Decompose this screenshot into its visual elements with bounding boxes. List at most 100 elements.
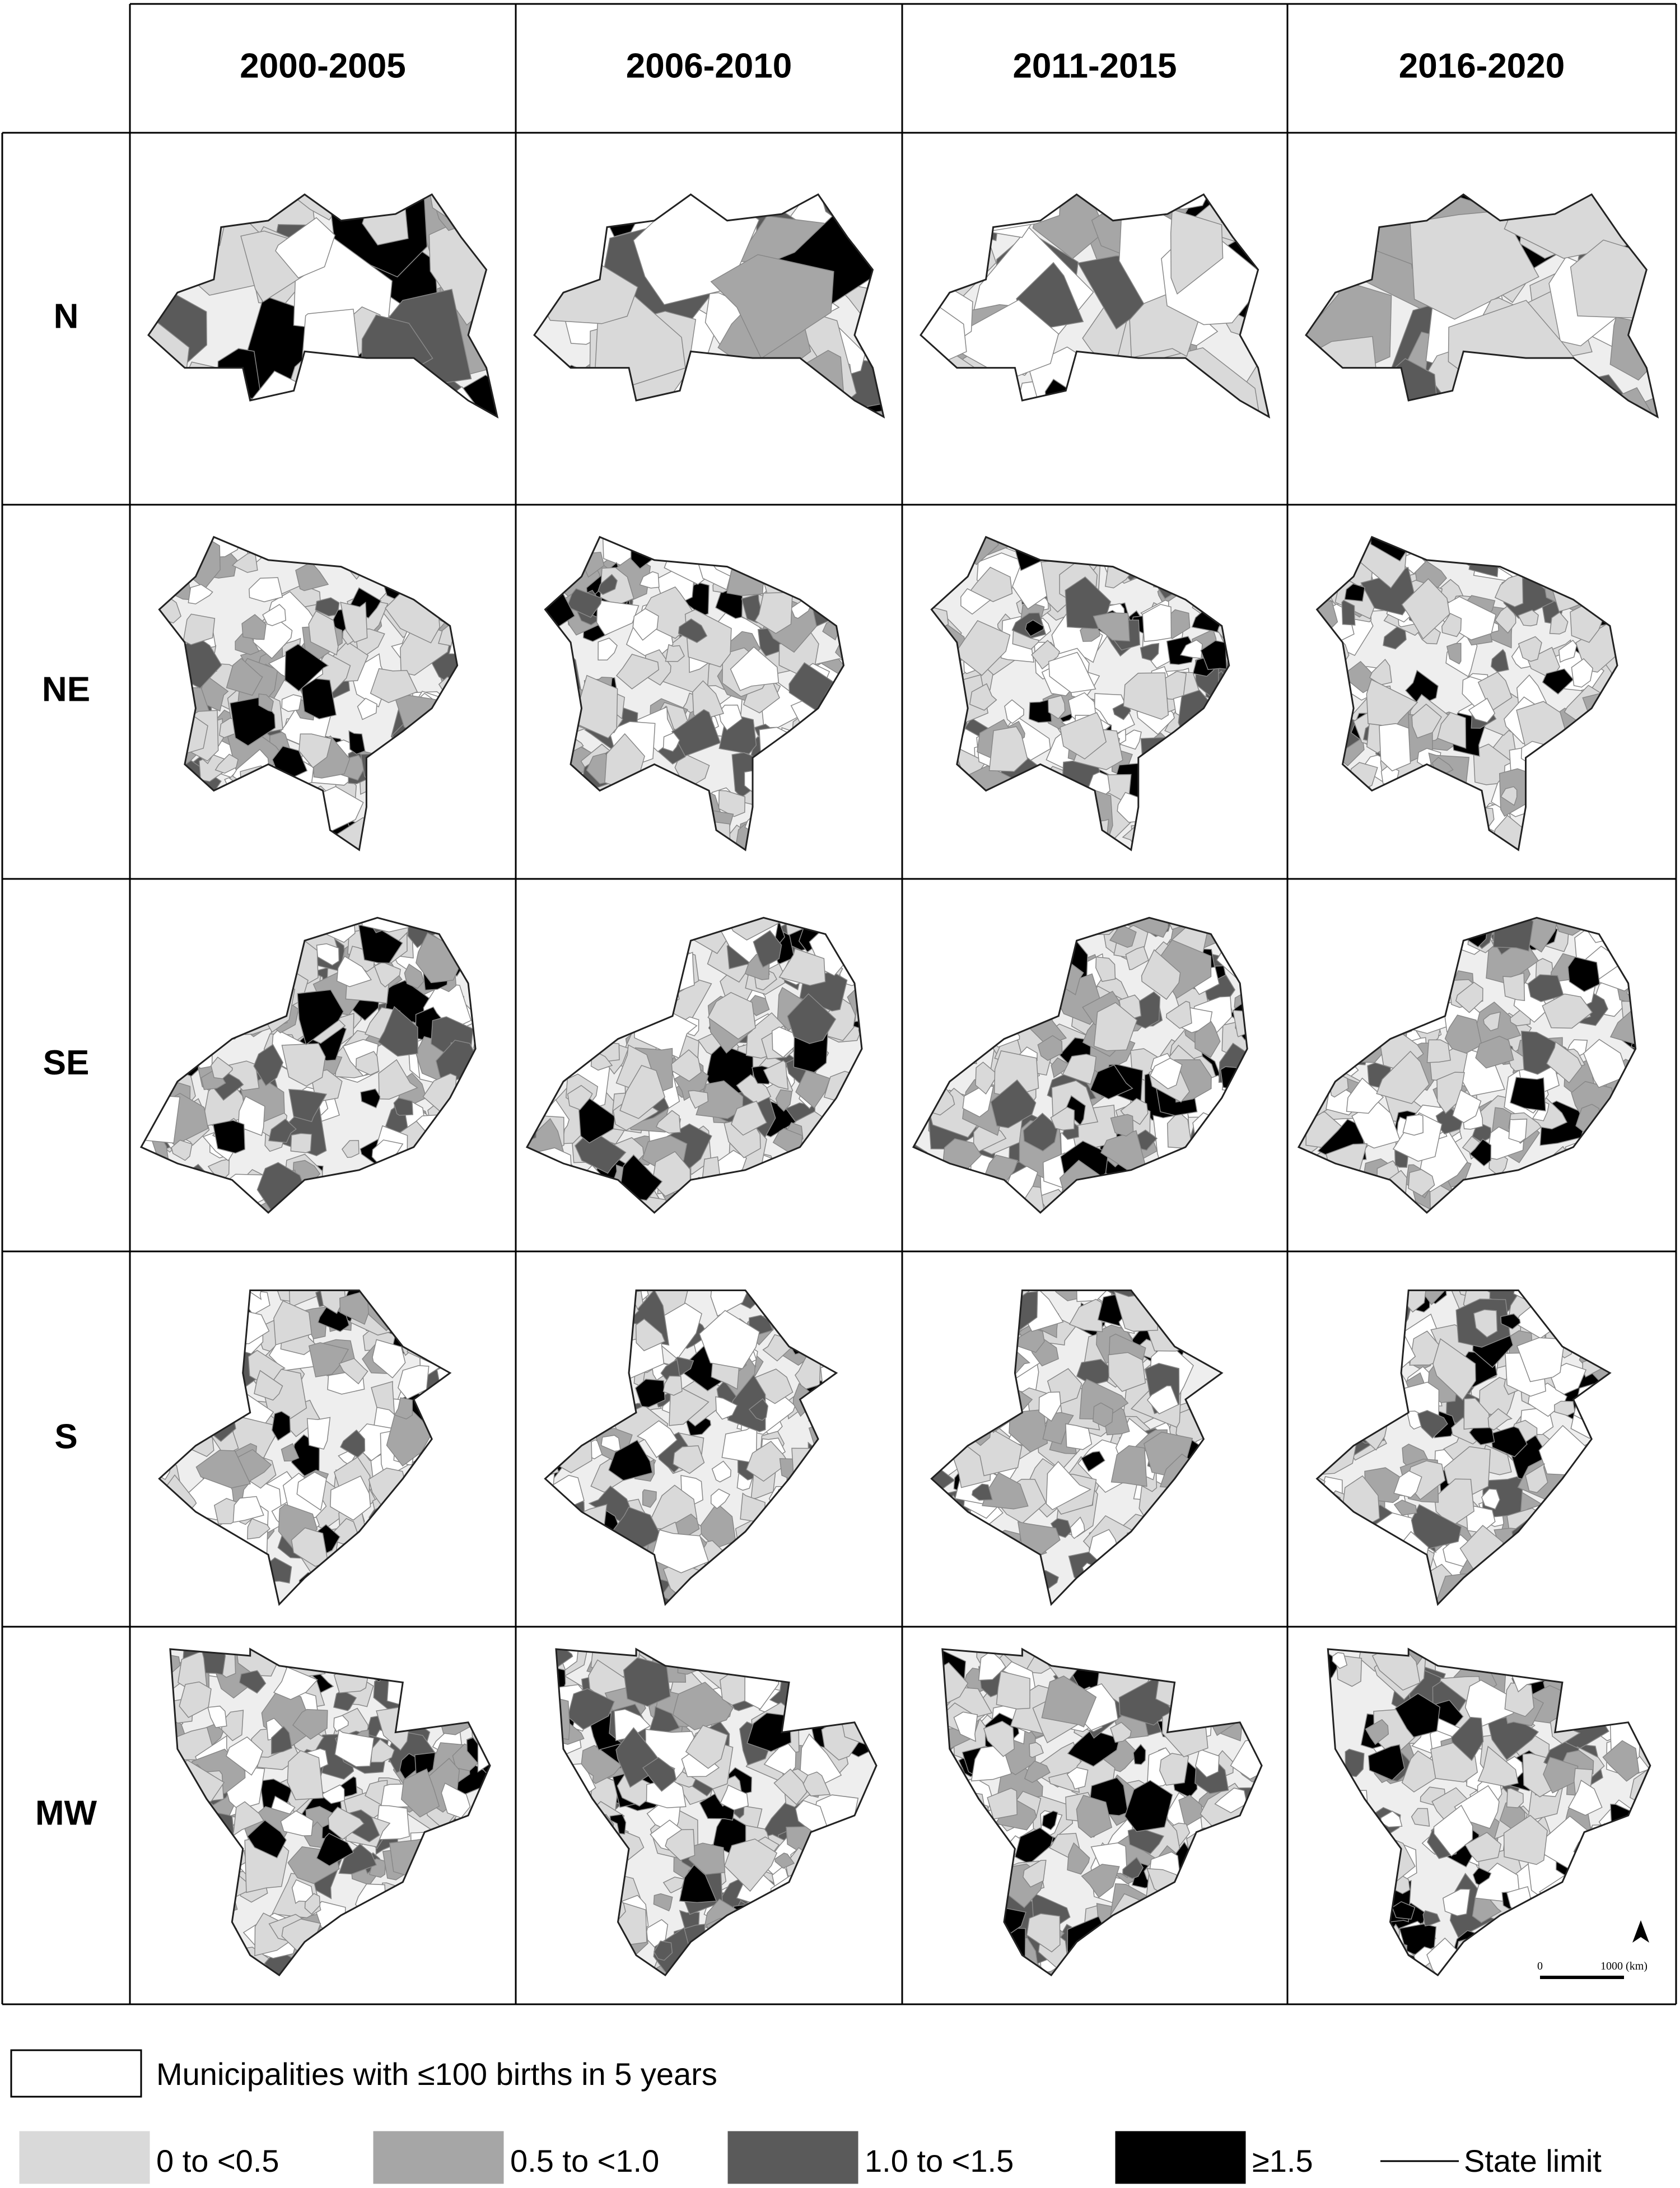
municipality — [412, 1660, 447, 1684]
column-header: 2016-2020 — [1399, 46, 1565, 85]
municipality — [554, 410, 655, 417]
municipality — [305, 918, 356, 943]
municipality — [1329, 1873, 1368, 1914]
municipality — [603, 895, 623, 914]
municipality — [557, 1193, 593, 1213]
municipality — [556, 1753, 558, 1791]
municipality — [556, 1659, 561, 1706]
municipality — [1147, 1202, 1176, 1213]
municipality — [1521, 1962, 1574, 1976]
municipality — [1546, 1160, 1588, 1197]
municipality — [1335, 1207, 1365, 1213]
municipality — [1571, 658, 1594, 688]
municipality — [181, 1037, 199, 1057]
municipality — [545, 681, 553, 724]
municipality — [159, 538, 194, 575]
municipality — [472, 1114, 476, 1143]
municipality — [527, 958, 545, 985]
municipality — [527, 1014, 564, 1053]
municipality — [931, 1528, 949, 1564]
municipality — [1328, 1865, 1329, 1909]
municipality — [836, 1130, 862, 1169]
municipality — [371, 799, 408, 839]
municipality — [1631, 1316, 1668, 1362]
municipality — [570, 920, 614, 961]
municipality — [382, 1953, 401, 1973]
municipality — [1317, 1538, 1322, 1565]
municipality — [159, 1388, 199, 1436]
municipality — [472, 1027, 476, 1059]
region-map — [534, 194, 884, 504]
municipality — [401, 1768, 440, 1818]
municipality — [556, 1775, 575, 1812]
municipality — [1387, 918, 1430, 930]
municipality — [562, 194, 632, 206]
municipality — [1042, 1810, 1058, 1831]
municipality — [1317, 1398, 1358, 1444]
municipality — [195, 845, 218, 850]
municipality — [1029, 918, 1065, 928]
municipality — [418, 1290, 437, 1302]
municipality — [255, 771, 281, 797]
municipality — [636, 439, 716, 504]
municipality — [931, 1290, 940, 1296]
municipality — [1572, 1304, 1610, 1354]
municipality — [1383, 956, 1410, 979]
municipality — [484, 1048, 507, 1076]
municipality — [1385, 947, 1421, 988]
municipality — [687, 1215, 715, 1234]
row-label: S — [54, 1417, 77, 1456]
municipality — [1328, 1775, 1330, 1801]
municipality — [556, 1773, 572, 1821]
municipality — [1625, 1268, 1648, 1295]
municipality — [1332, 1652, 1348, 1669]
municipality — [852, 1427, 870, 1442]
municipality — [1577, 1297, 1610, 1345]
municipality — [545, 1310, 594, 1358]
municipality — [159, 1538, 179, 1580]
municipality — [193, 1902, 232, 1952]
municipality — [475, 1339, 525, 1381]
municipality — [408, 539, 437, 564]
municipality — [410, 1832, 454, 1874]
municipality — [1400, 961, 1430, 991]
municipality — [619, 1209, 647, 1213]
legend-label: 0.5 to <1.0 — [510, 2143, 659, 2178]
municipality — [1384, 918, 1416, 952]
municipality — [1463, 1398, 1491, 1430]
municipality — [1226, 557, 1229, 592]
municipality — [791, 713, 828, 748]
municipality — [722, 1211, 765, 1213]
municipality — [808, 408, 884, 417]
municipality — [856, 808, 906, 857]
municipality — [1200, 701, 1229, 745]
municipality — [308, 1342, 349, 1377]
municipality — [726, 1912, 765, 1958]
municipality — [408, 1538, 443, 1571]
municipality — [1317, 537, 1320, 570]
municipality — [788, 1649, 821, 1670]
municipality — [1368, 798, 1399, 835]
municipality — [1328, 1799, 1348, 1828]
municipality — [592, 1290, 614, 1316]
municipality — [727, 537, 762, 541]
municipality — [400, 1583, 440, 1604]
municipality — [815, 1384, 837, 1427]
municipality — [181, 1416, 207, 1436]
region-outline — [1315, 1289, 1612, 1607]
municipality — [1249, 807, 1286, 836]
municipality — [1639, 1469, 1670, 1507]
municipality — [1157, 736, 1199, 787]
municipality — [864, 408, 884, 417]
municipality — [1117, 1197, 1142, 1213]
municipality — [1469, 1138, 1492, 1167]
municipality — [442, 1316, 450, 1367]
municipality — [1066, 1767, 1089, 1790]
municipality — [847, 1691, 876, 1716]
municipality — [441, 1943, 480, 1976]
municipality — [226, 933, 250, 960]
municipality — [1607, 194, 1658, 211]
municipality — [791, 777, 818, 810]
municipality — [1234, 1377, 1254, 1408]
municipality — [319, 430, 378, 505]
